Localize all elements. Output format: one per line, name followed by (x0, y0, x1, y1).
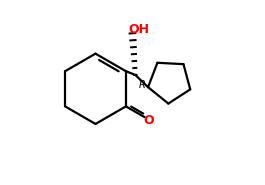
Text: OH: OH (129, 23, 149, 36)
Text: O: O (143, 114, 154, 127)
Text: R: R (138, 80, 145, 90)
